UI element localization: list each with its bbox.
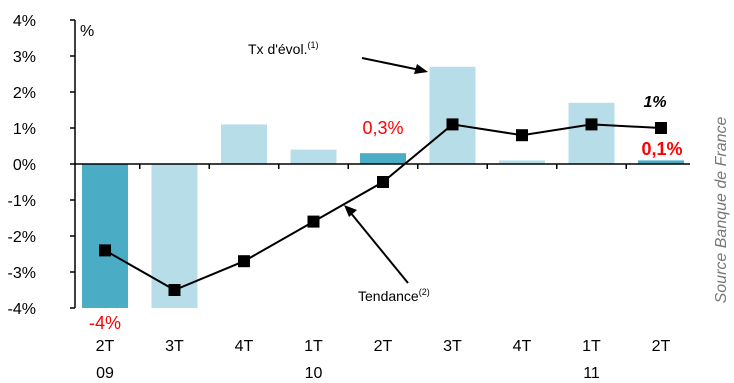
bar-series-annotation-label: Tx d'évol. [248,41,307,57]
y-tick-label: 1% [13,121,36,138]
year-label: 11 [583,365,600,382]
trend-arrow [349,211,409,284]
bar-0 [82,164,128,308]
y-tick-label: 0% [13,157,36,174]
trend-annotation: Tendance(2) [358,287,430,304]
bar-4 [360,153,406,164]
trend-point-4 [377,176,389,188]
bar-series-arrow [361,57,421,71]
last-bar-value-label: 0,1% [641,139,682,159]
trend-point-2 [238,255,250,268]
y-tick-label: 2% [13,85,36,102]
y-tick-label: 4% [13,13,36,30]
trend-point-8 [655,122,667,134]
bar-6 [499,160,545,164]
trend-point-1 [168,284,181,296]
x-tick-label: 1T [582,338,601,355]
mid-bar-value-label: 0,3% [362,118,403,138]
y-tick-label: -2% [8,229,36,246]
bar-series-annotation: Tx d'évol.(1) [248,40,318,57]
trend-annotation-label: Tendance [358,288,419,304]
axes-layer: 4% 3% 2% 1% 0% -1% -2% -3% -4% 2T 3T 4T 1T 2T 3T 4T 1T 2T… [8,13,690,382]
x-tick-label: 3T [165,338,184,355]
trend-arrowhead [344,205,357,217]
trend-layer [99,118,667,296]
bar-3 [290,149,337,164]
bar-7 [568,102,615,164]
x-tick-label: 3T [443,338,462,355]
trend-point-6 [516,129,528,142]
x-tick-label: 4T [513,338,532,355]
trend-point-5 [446,118,459,131]
last-trend-value-label: 1% [643,94,666,111]
year-label: 10 [305,365,323,382]
y-tick-label: -4% [8,301,36,318]
x-tick-label: 4T [235,338,254,355]
y-tick-label: -1% [8,193,36,210]
x-tick-label: 1T [304,338,323,355]
x-tick-label: 2T [652,338,671,355]
bar-series-annotation-sup: (1) [307,40,318,50]
y-unit-label: % [80,23,94,40]
trend-point-7 [585,118,598,131]
bar-2 [221,124,267,164]
bars-layer [82,66,684,308]
source-note: Source Banque de France [713,117,730,304]
trend-point-0 [99,244,111,257]
x-tick-label: 2T [96,338,115,355]
year-label: 09 [96,365,114,382]
bar-8 [638,160,684,164]
y-tick-label: 3% [13,49,36,66]
trend-annotation-sup: (2) [419,287,430,297]
trend-point-3 [307,215,320,228]
first-bar-value-label: -4% [89,313,121,333]
bar-series-arrowhead [414,64,428,74]
x-tick-label: 2T [374,338,393,355]
bar-5 [429,66,476,164]
y-tick-label: -3% [8,265,36,282]
